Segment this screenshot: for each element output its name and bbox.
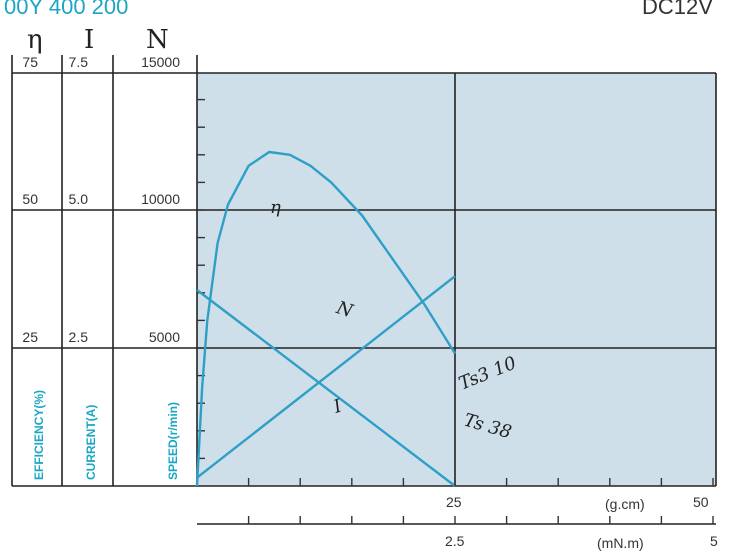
- left-tick-efficiency-0: 75: [22, 54, 38, 70]
- speed-axis-label: SPEED(r/min): [166, 402, 180, 480]
- speed-curve-label: N: [333, 297, 357, 323]
- mnm-tick-2-5: 2.5: [445, 533, 465, 549]
- header-fragment-left: 00Y 400 200: [4, 0, 128, 19]
- gcm-tick-25: 25: [446, 494, 462, 510]
- mnm-unit: (mN.m): [597, 535, 644, 551]
- series-current-line: [196, 275, 456, 479]
- left-tick-current-2: 2.5: [69, 329, 89, 345]
- gcm-tick-50: 50: [693, 494, 709, 510]
- left-tick-speed-0: 15000: [141, 54, 180, 70]
- current-symbol: I: [84, 25, 94, 55]
- left-tick-speed-2: 5000: [149, 329, 180, 345]
- efficiency-symbol: η: [27, 25, 43, 55]
- left-tick-current-1: 5.0: [69, 191, 89, 207]
- efficiency-axis-label: EFFICIENCY(%): [32, 390, 46, 480]
- left-tick-efficiency-1: 50: [22, 191, 38, 207]
- mnm-tick-5: 5: [710, 533, 718, 549]
- torque-axis-mnm: 2.5 5 (mN.m): [197, 516, 718, 551]
- series-efficiency-line: [195, 150, 457, 487]
- left-tick-efficiency-2: 25: [22, 329, 38, 345]
- left-tick-speed-1: 10000: [141, 191, 180, 207]
- plot-area: [197, 73, 716, 486]
- curves: [195, 150, 457, 487]
- gcm-unit: (g.cm): [605, 496, 645, 512]
- speed-symbol: N: [146, 25, 169, 55]
- torque-axis-gcm: 25 50 (g.cm): [247, 478, 714, 512]
- header-fragment-right: DC12V: [642, 0, 713, 19]
- left-tick-labels: 75 7.5 15000 50 5.0 10000 25 2.5 5000: [22, 54, 180, 345]
- series-speed-line: [196, 289, 456, 487]
- left-tick-current-0: 7.5: [69, 54, 89, 70]
- current-axis-label: CURRENT(A): [84, 405, 98, 480]
- efficiency-curve-label: η: [270, 197, 281, 218]
